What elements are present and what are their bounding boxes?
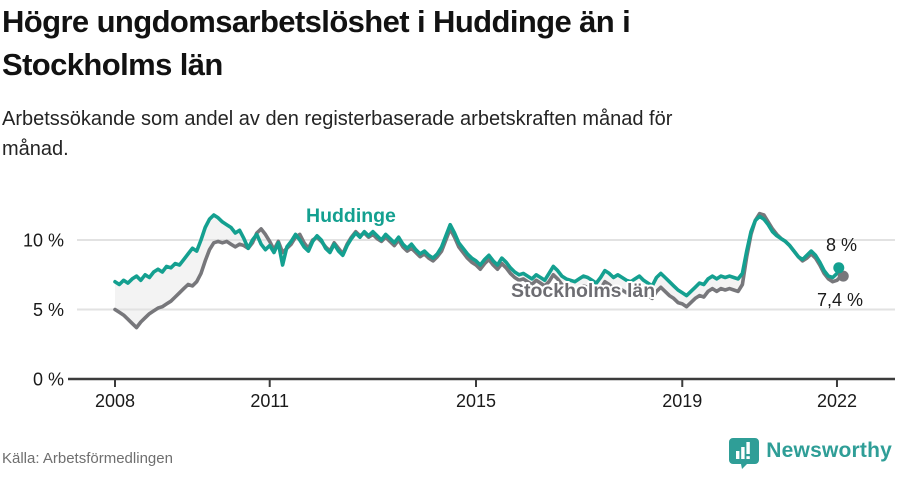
series-label-huddinge: Huddinge [306, 205, 396, 227]
x-axis [68, 377, 895, 387]
bar-dot [746, 456, 751, 459]
brand-name: Newsworthy [766, 439, 892, 462]
x-tick-label-2015: 2015 [456, 391, 496, 411]
chart-subtitle: Arbetssökande som andel av den registerb… [2, 104, 898, 164]
page-title-line1: Högre ungdomsarbetslöshet i Huddinge än … [2, 4, 631, 39]
y-tick-label-0: 0 % [33, 370, 64, 390]
chart-subtitle-line1: Arbetssökande som andel av den registerb… [2, 108, 673, 130]
x-tick-label-2019: 2019 [662, 391, 702, 411]
source-note: Källa: Arbetsförmedlingen [2, 450, 173, 467]
bar-tall [746, 442, 751, 454]
axis-and-series-labels: 0 % 5 % 10 % 2008 2011 2015 2019 2022 Huddinge St… [23, 203, 863, 411]
page-title-line2: Stockholms län [2, 47, 223, 82]
newsworthy-bubble-chart-icon [729, 438, 760, 469]
x-tick-label-2011: 2011 [250, 391, 289, 411]
y-tick-label-10: 10 % [23, 231, 64, 251]
chart-subtitle-line2: månad. [2, 138, 69, 160]
end-dot-stockholms-lan [837, 270, 849, 282]
newsworthy-logo: Newsworthy [729, 437, 892, 469]
bar-small [736, 451, 740, 459]
line-huddinge [113, 213, 844, 298]
end-value-label-stockholms-lan: 7,4 % [817, 290, 863, 310]
x-tick-label-2022: 2022 [817, 391, 857, 411]
gridlines [77, 239, 895, 311]
bar-medium [741, 447, 745, 459]
end-value-label-huddinge: 8 % [826, 235, 857, 255]
x-tick-label-2008: 2008 [95, 391, 135, 411]
series-lines [113, 211, 844, 330]
y-tick-label-5: 5 % [33, 300, 64, 320]
end-dot-huddinge [833, 262, 845, 274]
line-stockholms-l-n [113, 211, 844, 330]
series-end-dots [833, 262, 849, 282]
page-title: Högre ungdomsarbetslöshet i Huddinge än … [2, 0, 898, 86]
series-label-stockholms-lan: Stockholms län [511, 280, 655, 302]
